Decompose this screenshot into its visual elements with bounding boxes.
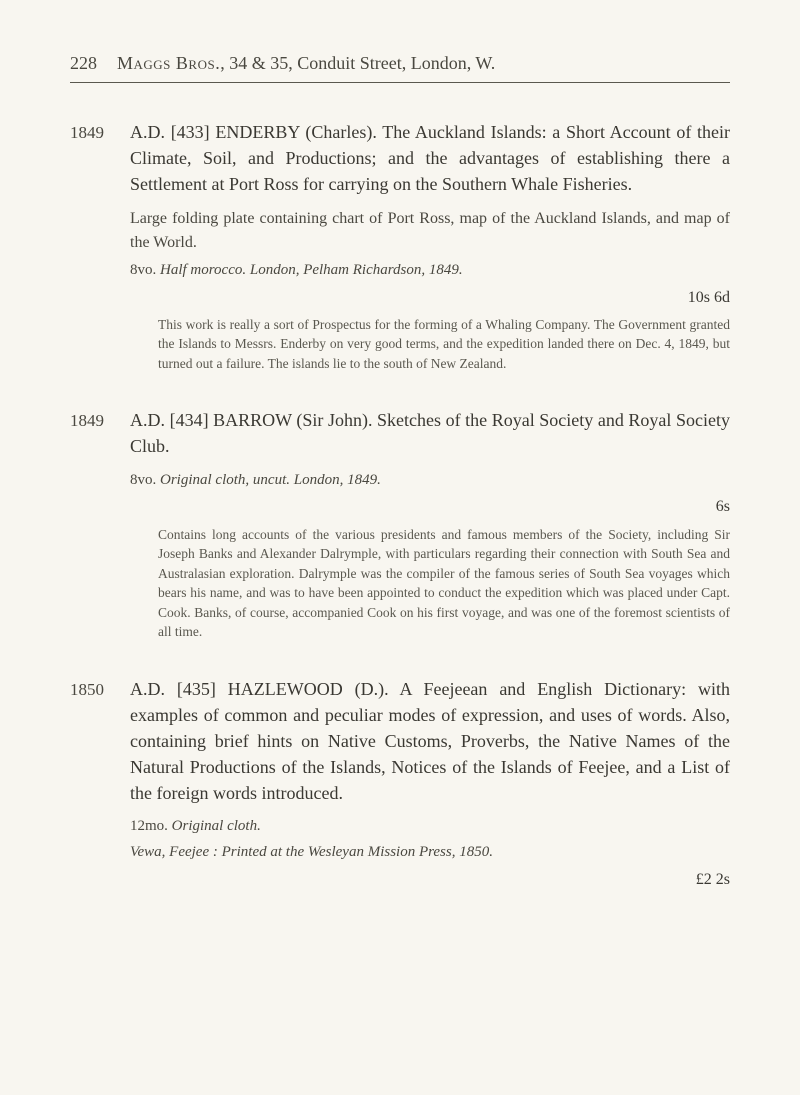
- imprint-format: 8vo.: [130, 472, 156, 488]
- entry-body: 1849 A.D. [433] ENDERBY (Charles). The A…: [70, 119, 730, 373]
- entry-body: 1850 A.D. [435] HAZLEWOOD (D.). A Feejee…: [70, 676, 730, 897]
- catalogue-entry: 1849 A.D. [434] BARROW (Sir John). Sketc…: [70, 407, 730, 642]
- entry-number: 1849: [70, 119, 118, 146]
- entry-imprint-extra: Vewa, Feejee : Printed at the Wesleyan M…: [130, 842, 730, 864]
- entry-body: 1849 A.D. [434] BARROW (Sir John). Sketc…: [70, 407, 730, 642]
- entry-number: 1849: [70, 407, 118, 434]
- entry-imprint: 8vo. Original cloth, uncut. London, 1849…: [130, 470, 730, 492]
- imprint-format: 12mo.: [130, 818, 168, 834]
- entry-price: 10s 6d: [130, 286, 730, 309]
- entry-title: A.D. [435] HAZLEWOOD (D.). A Feejeean an…: [130, 676, 730, 806]
- imprint-rest: Original cloth, uncut. London, 1849.: [160, 472, 381, 488]
- entry-note: This work is really a sort of Prospectus…: [130, 315, 730, 374]
- page-number: 228: [70, 50, 97, 76]
- imprint-format: 8vo.: [130, 262, 156, 278]
- entry-main: A.D. [435] HAZLEWOOD (D.). A Feejeean an…: [130, 676, 730, 897]
- entry-imprint: 12mo. Original cloth.: [130, 816, 730, 838]
- running-head-rest: , 34 & 35, Conduit Street, London, W.: [220, 53, 495, 73]
- catalogue-entry: 1850 A.D. [435] HAZLEWOOD (D.). A Feejee…: [70, 676, 730, 897]
- imprint-rest: Original cloth.: [172, 818, 261, 834]
- entry-description: Large folding plate containing chart of …: [130, 207, 730, 253]
- entry-title: A.D. [433] ENDERBY (Charles). The Auckla…: [130, 119, 730, 197]
- running-head-name: Maggs Bros.: [117, 53, 220, 73]
- entry-note: Contains long accounts of the various pr…: [130, 525, 730, 642]
- entry-price: 6s: [130, 495, 730, 518]
- page-header: 228 Maggs Bros., 34 & 35, Conduit Street…: [70, 50, 730, 83]
- entry-number: 1850: [70, 676, 118, 703]
- entry-price: £2 2s: [130, 868, 730, 891]
- running-head: Maggs Bros., 34 & 35, Conduit Street, Lo…: [117, 50, 495, 76]
- entry-main: A.D. [433] ENDERBY (Charles). The Auckla…: [130, 119, 730, 373]
- catalogue-entry: 1849 A.D. [433] ENDERBY (Charles). The A…: [70, 119, 730, 373]
- entry-title: A.D. [434] BARROW (Sir John). Sketches o…: [130, 407, 730, 459]
- imprint-rest: Half morocco. London, Pelham Richardson,…: [160, 262, 463, 278]
- entry-imprint: 8vo. Half morocco. London, Pelham Richar…: [130, 260, 730, 282]
- entry-main: A.D. [434] BARROW (Sir John). Sketches o…: [130, 407, 730, 642]
